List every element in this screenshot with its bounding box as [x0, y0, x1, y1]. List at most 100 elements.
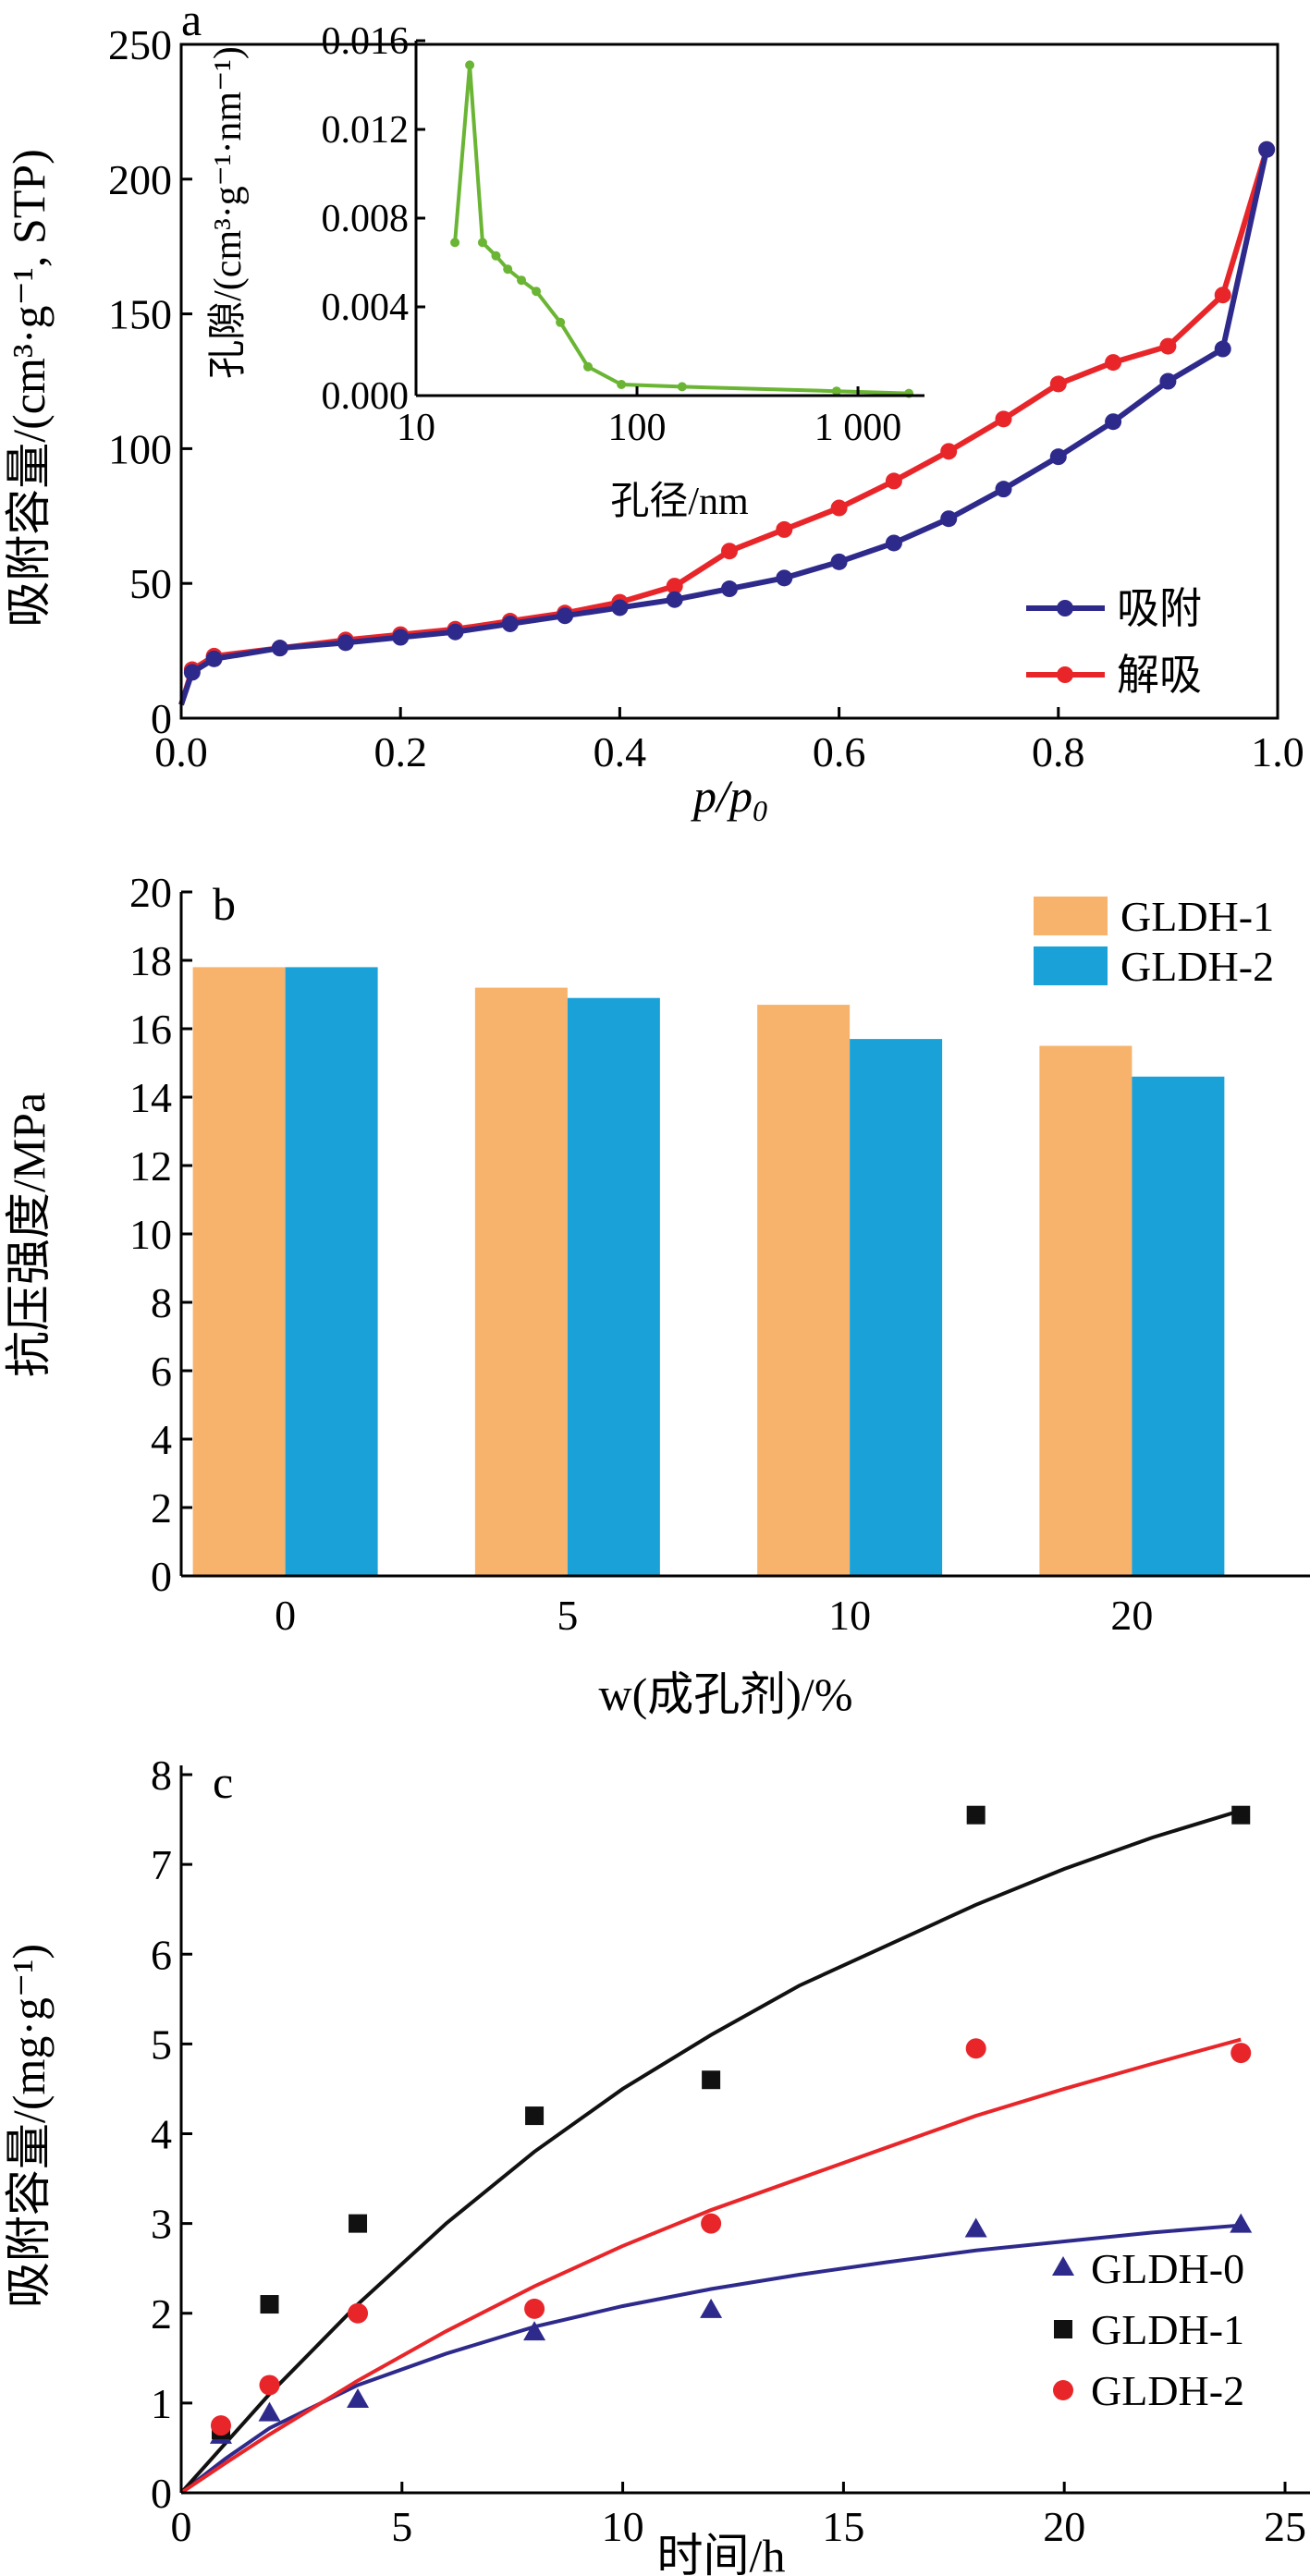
bar-gldh-2-0 — [285, 967, 378, 1576]
data-point-gldh-1 — [349, 2214, 368, 2233]
inset-ytick-label: 0.012 — [322, 109, 410, 152]
inset-data-point — [677, 382, 687, 392]
panel-b-compressive-strength: b 0 2 4 6 8 10 12 14 16 18 20 0 5 10 20 w(成孔剂)/% 抗压强度/… — [3, 869, 1310, 1720]
panel-a-ytick-label: 50 — [129, 560, 172, 607]
panel-b-legend: GLDH-1 GLDH-2 — [1034, 893, 1274, 990]
panel-a-xtick-label: 0.2 — [373, 728, 427, 775]
inset-data-point — [450, 238, 460, 248]
legend-item-desorption: 解吸 — [1026, 652, 1202, 699]
inset-xtick-label: 1 000 — [814, 407, 902, 449]
data-point-desorption — [776, 520, 793, 538]
panel-a-inset: 10 100 1 000 0.000 0.004 0.008 0.012 0.016 孔径/n… — [207, 20, 924, 523]
panel-c-xtick-label: 5 — [391, 2503, 412, 2550]
inset-data-point — [491, 250, 501, 261]
data-point-desorption — [721, 543, 738, 560]
legend-item-gldh-0-c: GLDH-0 — [1052, 2245, 1244, 2292]
panel-c-ytick-label: 4 — [151, 2111, 172, 2158]
panel-b-ytick-label: 10 — [129, 1211, 172, 1258]
data-point-adsorption — [666, 591, 683, 608]
legend-swatch-gldh-2-b — [1034, 946, 1108, 985]
data-point-adsorption — [1049, 448, 1067, 466]
inset-xtick-label: 100 — [608, 407, 667, 449]
legend-label-desorption: 解吸 — [1117, 652, 1202, 699]
legend-label-gldh-1-b: GLDH-1 — [1120, 893, 1274, 940]
data-point-gldh-0 — [964, 2217, 987, 2238]
legend-item-adsorption: 吸附 — [1026, 585, 1202, 632]
legend-label-adsorption: 吸附 — [1117, 585, 1202, 632]
panel-a-frame — [179, 43, 1279, 720]
legend-marker-gldh-1-c — [1054, 2320, 1072, 2338]
data-point-adsorption — [183, 664, 201, 681]
panel-a-isotherm: a 0.0 0.2 0.4 0.6 0.8 1.0 0 50 100 150 200 250 p/p0… — [3, 0, 1304, 827]
data-point-adsorption — [1214, 340, 1231, 358]
data-point-adsorption — [205, 650, 223, 667]
panel-a-xtick-label: 0.0 — [154, 728, 208, 775]
data-point-adsorption — [392, 629, 410, 646]
data-point-desorption — [1159, 337, 1177, 355]
data-point-gldh-1 — [1231, 1805, 1251, 1825]
data-point-adsorption — [337, 634, 354, 652]
panel-c-ticks: 0 5 10 15 20 25 0 1 2 3 4 5 6 7 8 — [151, 1752, 1306, 2550]
data-point-gldh-2 — [965, 2038, 986, 2059]
data-point-adsorption — [611, 599, 629, 617]
bar-gldh-1-10 — [757, 1005, 851, 1576]
panel-b-xtick-label: 5 — [557, 1592, 578, 1639]
inset-xlabel: 孔径/nm — [610, 481, 749, 523]
panel-a-xlabel: p/p0 — [691, 770, 767, 827]
data-point-adsorption — [885, 534, 902, 552]
inset-data-point — [831, 386, 841, 397]
bar-gldh-1-5 — [474, 987, 568, 1576]
panel-b-xtick-label: 0 — [275, 1592, 296, 1639]
panel-c-ytick-label: 3 — [151, 2201, 172, 2248]
panel-a-ytick-label: 250 — [108, 21, 172, 68]
inset-xtick-label: 10 — [397, 407, 435, 449]
panel-c-xtick-label: 15 — [822, 2503, 864, 2550]
data-point-gldh-0 — [258, 2401, 281, 2422]
inset-data-point — [532, 287, 542, 297]
panel-a-ytick-label: 100 — [108, 425, 172, 472]
panel-b-ylabel: 抗压强度/MPa — [3, 1093, 55, 1377]
data-point-desorption — [1105, 354, 1122, 372]
panel-b-ticks: 0 2 4 6 8 10 12 14 16 18 20 0 5 10 20 — [129, 869, 1153, 1639]
data-point-adsorption — [940, 510, 958, 528]
data-point-gldh-2 — [259, 2375, 280, 2396]
legend-label-gldh-2-b: GLDH-2 — [1120, 943, 1274, 990]
panel-c-xtick-label: 10 — [602, 2503, 644, 2550]
fit-curve-gldh-1 — [179, 1808, 1242, 2495]
panel-c-xtick-label: 20 — [1043, 2503, 1085, 2550]
panel-c-xtick-label: 0 — [171, 2503, 192, 2550]
bar-gldh-1-0 — [192, 967, 286, 1576]
panel-c-ytick-label: 7 — [151, 1841, 172, 1888]
legend-item-gldh-2-b: GLDH-2 — [1034, 943, 1274, 990]
data-point-desorption — [666, 578, 683, 595]
panel-c-ytick-label: 8 — [151, 1752, 172, 1799]
legend-swatch-gldh-1-b — [1034, 897, 1108, 935]
fit-curve-gldh-2 — [179, 2037, 1242, 2495]
panel-c-ytick-label: 1 — [151, 2380, 172, 2427]
panel-b-ytick-label: 6 — [151, 1348, 172, 1395]
panel-c-series — [179, 1805, 1253, 2495]
panel-c-ytick-label: 0 — [151, 2470, 172, 2517]
inset-series-line — [453, 65, 910, 396]
panel-a-ylabel: 吸附容量/(cm³·g⁻¹, STP) — [3, 149, 55, 627]
legend-label-gldh-2-c: GLDH-2 — [1091, 2367, 1244, 2414]
data-point-gldh-2 — [348, 2302, 369, 2324]
panel-b-ytick-label: 8 — [151, 1279, 172, 1326]
panel-c-ytick-label: 2 — [151, 2290, 172, 2338]
legend-item-gldh-1-c: GLDH-1 — [1054, 2306, 1244, 2353]
data-point-adsorption — [776, 569, 793, 587]
data-point-desorption — [1214, 287, 1231, 304]
data-point-gldh-1 — [525, 2106, 545, 2126]
inset-ytick-label: 0.000 — [322, 375, 410, 418]
inset-data-point — [503, 264, 513, 275]
data-point-gldh-2 — [524, 2298, 545, 2319]
panel-a-ticks: 0.0 0.2 0.4 0.6 0.8 1.0 0 50 100 150 200 250 — [108, 21, 1304, 775]
bar-gldh-1-20 — [1039, 1045, 1132, 1576]
data-point-gldh-0 — [1230, 2213, 1253, 2233]
panel-a-xtick-label: 0.4 — [594, 728, 647, 775]
panel-b-letter: b — [213, 878, 236, 930]
inset-ticks: 10 100 1 000 0.000 0.004 0.008 0.012 0.016 — [322, 20, 924, 449]
panel-c-ytick-label: 5 — [151, 2021, 172, 2068]
panel-c-xtick-label: 25 — [1264, 2503, 1306, 2550]
inset-data-point — [582, 361, 593, 372]
